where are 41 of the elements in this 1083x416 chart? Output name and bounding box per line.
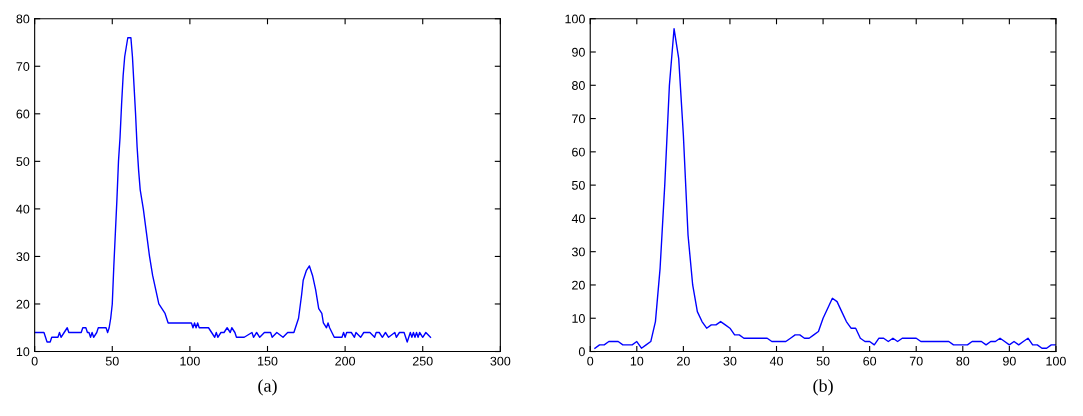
y-tick-label: 70 (572, 114, 585, 124)
y-tick-label: 0 (578, 347, 585, 357)
y-tick-label: 50 (16, 157, 30, 166)
y-tick-label: 30 (16, 252, 30, 262)
x-tick-label: 50 (816, 356, 830, 366)
y-tick-label: 70 (16, 62, 30, 71)
line-series (34, 37, 432, 343)
y-tick-label: 30 (571, 247, 585, 257)
x-tick-label: 0 (587, 356, 594, 366)
x-tick-label: 100 (1046, 356, 1066, 366)
x-tick-label: 20 (677, 356, 690, 366)
y-tick-label: 100 (565, 14, 585, 24)
y-tick-label: 60 (572, 147, 585, 157)
y-tick-label: 40 (16, 204, 30, 214)
x-tick-label: 50 (105, 356, 119, 366)
y-tick-label: 10 (16, 347, 30, 357)
y-tick-label: 20 (16, 299, 30, 309)
y-tick-label: 20 (572, 280, 585, 290)
y-tick-label: 80 (572, 81, 585, 90)
x-tick-label: 40 (769, 356, 783, 366)
y-tick-label: 10 (572, 314, 585, 323)
x-tick-label: 60 (863, 356, 877, 366)
y-tick-label: 60 (16, 109, 30, 119)
y-tick-label: 80 (16, 14, 30, 24)
x-tick-label: 100 (180, 356, 200, 366)
x-tick-label: 90 (1002, 356, 1016, 366)
y-tick-label: 50 (571, 180, 585, 190)
x-axis-title: (b) (813, 379, 833, 396)
line-series (594, 28, 1056, 349)
x-tick-label: 30 (723, 356, 737, 366)
x-tick-label: 300 (490, 356, 511, 366)
x-tick-label: 0 (31, 356, 38, 366)
x-tick-label: 70 (909, 356, 923, 366)
x-tick-label: 200 (335, 356, 356, 366)
y-tick-label: 90 (572, 47, 585, 57)
x-tick-label: 80 (956, 356, 970, 366)
x-axis-title: (a) (258, 379, 277, 396)
x-tick-label: 250 (412, 356, 433, 366)
x-tick-label: 150 (258, 356, 278, 366)
y-tick-label: 40 (571, 214, 585, 224)
x-tick-label: 10 (630, 356, 644, 366)
